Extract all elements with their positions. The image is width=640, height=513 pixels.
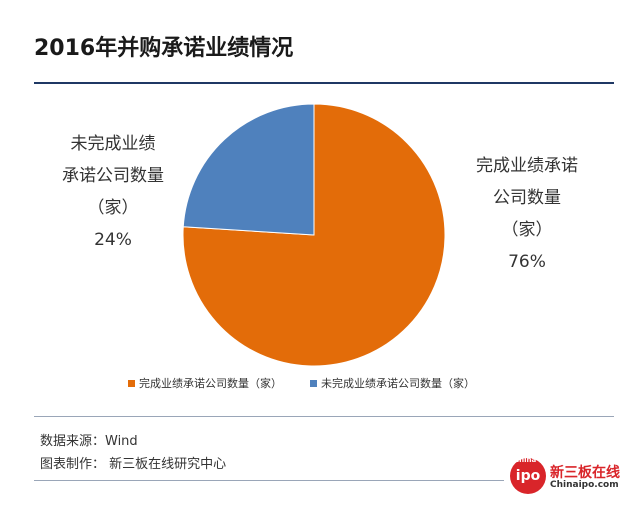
- label-completed: 完成业绩承诺 公司数量 （家） 76%: [452, 150, 602, 278]
- label-completed-line3: （家）: [501, 220, 553, 240]
- logo-small-text: China: [514, 456, 537, 464]
- logo-cn-text: 新三板在线: [550, 465, 620, 481]
- title-divider: [34, 82, 614, 84]
- legend-label-not-completed: 未完成业绩承诺公司数量（家）: [321, 377, 475, 390]
- logo-en-text: Chinaipo.com: [550, 480, 619, 490]
- chart-maker: 图表制作： 新三板在线研究中心: [40, 457, 227, 472]
- chart-title: 2016年并购承诺业绩情况: [34, 36, 294, 61]
- chart-legend: 完成业绩承诺公司数量（家） 未完成业绩承诺公司数量（家）: [128, 375, 475, 391]
- bottom-divider: [34, 480, 504, 481]
- pie-slice-not-completed: [182, 103, 315, 236]
- label-not-completed-line1: 未完成业绩: [70, 134, 156, 154]
- legend-item-completed: 完成业绩承诺公司数量（家）: [128, 375, 282, 391]
- legend-item-not-completed: 未完成业绩承诺公司数量（家）: [310, 375, 475, 391]
- label-not-completed: 未完成业绩 承诺公司数量 （家） 24%: [48, 128, 178, 256]
- logo-circle-text: ipo: [515, 468, 541, 484]
- brand-logo: China ipo 新三板在线 Chinaipo.com: [510, 456, 620, 502]
- label-completed-line2: 公司数量: [493, 188, 561, 208]
- logo-circle-icon: China ipo: [510, 456, 546, 494]
- pie-slice-completed: [182, 103, 446, 367]
- legend-label-completed: 完成业绩承诺公司数量（家）: [139, 377, 282, 390]
- label-not-completed-line2: 承诺公司数量: [62, 166, 164, 186]
- label-not-completed-line3: （家）: [87, 198, 139, 218]
- label-completed-pct: 76%: [508, 252, 546, 272]
- label-completed-line1: 完成业绩承诺: [476, 156, 578, 176]
- data-source: 数据来源：Wind: [40, 434, 138, 449]
- legend-swatch-completed: [128, 379, 135, 387]
- legend-swatch-not-completed: [310, 379, 317, 387]
- label-not-completed-pct: 24%: [94, 230, 132, 250]
- source-divider: [34, 416, 614, 417]
